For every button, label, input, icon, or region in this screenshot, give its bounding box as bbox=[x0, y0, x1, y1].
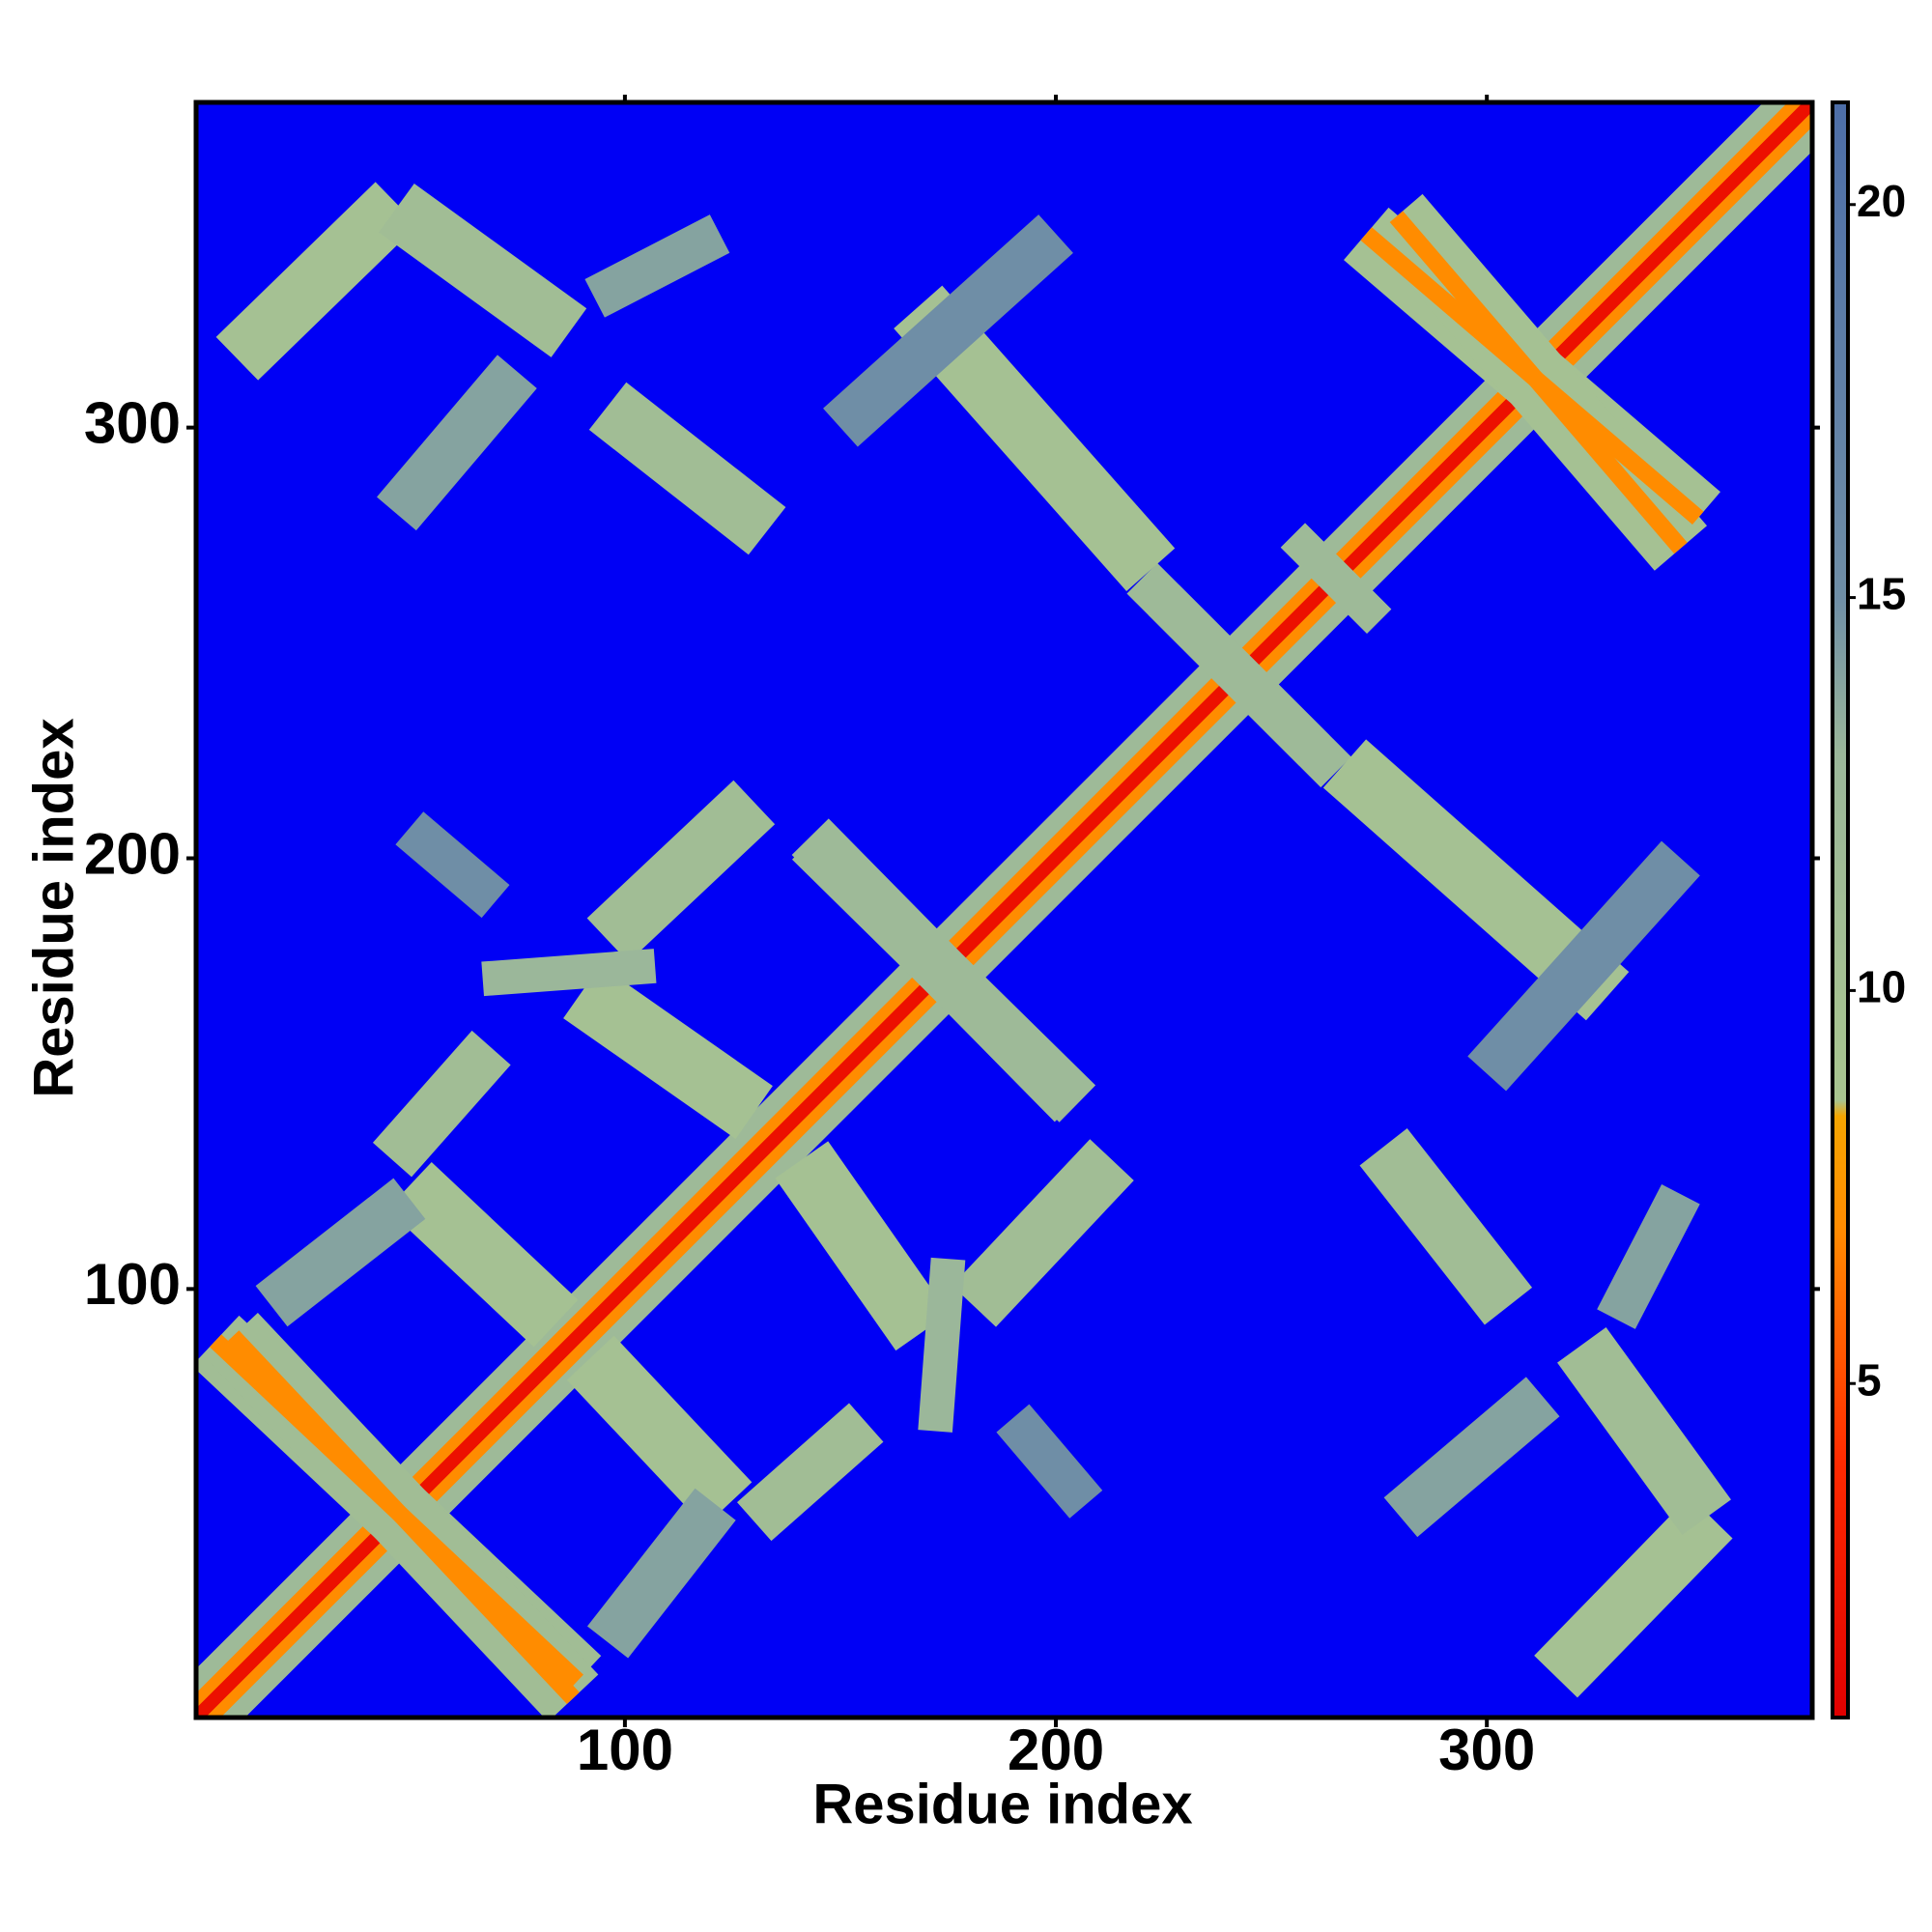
contact-band bbox=[586, 780, 776, 962]
y-axis-title: Residue index bbox=[22, 718, 85, 1097]
contact-band-mirror bbox=[1148, 584, 1351, 788]
heatmap bbox=[196, 102, 1812, 1718]
colorbar-tick-label: 15 bbox=[1857, 569, 1906, 619]
y-tick-label: 300 bbox=[84, 390, 181, 455]
colorbar-tick-label: 5 bbox=[1857, 1354, 1882, 1405]
x-axis-title: Residue index bbox=[812, 1773, 1192, 1835]
x-tick-label: 200 bbox=[1008, 1718, 1104, 1782]
contact-band bbox=[255, 1178, 426, 1327]
colorbar-tick-label: 20 bbox=[1857, 176, 1906, 226]
contact-band bbox=[395, 811, 510, 919]
contact-band bbox=[379, 183, 587, 357]
contact-band-mirror bbox=[1467, 840, 1700, 1092]
contact-band-mirror bbox=[566, 1335, 753, 1527]
contact-band-mirror bbox=[952, 1139, 1134, 1327]
contact-band-mirror bbox=[791, 818, 1092, 1122]
contact-band-mirror bbox=[1280, 523, 1392, 634]
contact-band-mirror bbox=[775, 1141, 950, 1351]
contact-band-mirror bbox=[586, 1488, 736, 1659]
plot-frame bbox=[193, 99, 1815, 1720]
contact-band bbox=[823, 214, 1073, 447]
y-tick-label: 100 bbox=[84, 1252, 181, 1317]
contact-band-mirror bbox=[372, 1030, 511, 1178]
colorbar-tick-label: 10 bbox=[1857, 962, 1906, 1012]
colorbar bbox=[1831, 100, 1850, 1719]
contact-band bbox=[481, 949, 657, 997]
contact-band-mirror bbox=[918, 1257, 966, 1433]
contact-band bbox=[215, 182, 418, 381]
contact-band-mirror bbox=[996, 1404, 1103, 1519]
contact-band-mirror bbox=[1597, 1184, 1700, 1329]
contact-band-mirror bbox=[1557, 1326, 1731, 1536]
contact-band-mirror bbox=[1534, 1495, 1733, 1698]
contact-band bbox=[584, 214, 730, 318]
contact-band-mirror bbox=[1389, 211, 1688, 554]
contact-band bbox=[377, 355, 537, 531]
y-tick-label: 200 bbox=[84, 821, 181, 886]
contact-band-mirror bbox=[226, 1330, 580, 1705]
contact-band-mirror bbox=[1383, 1377, 1560, 1538]
contact-band bbox=[737, 1403, 884, 1542]
contact-band bbox=[588, 382, 786, 555]
x-tick-label: 300 bbox=[1438, 1718, 1535, 1782]
x-tick-label: 100 bbox=[577, 1718, 673, 1782]
contact-band-mirror bbox=[1359, 1127, 1533, 1325]
contact-band bbox=[386, 1161, 579, 1348]
contact-band bbox=[563, 965, 773, 1139]
